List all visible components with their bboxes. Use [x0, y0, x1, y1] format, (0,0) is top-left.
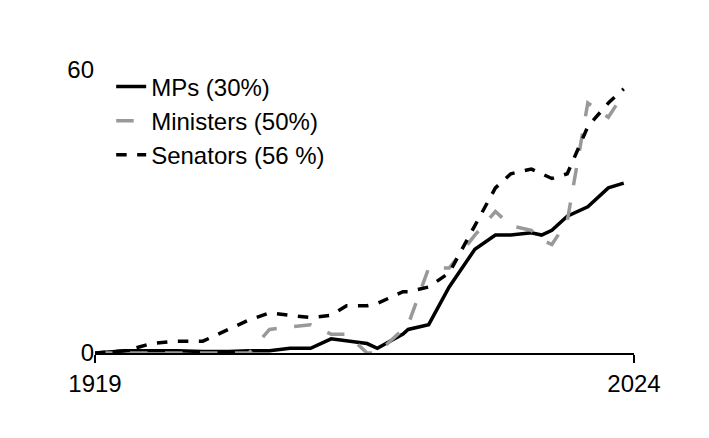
svg-text:MPs (30%): MPs (30%) [151, 74, 270, 101]
svg-text:1919: 1919 [68, 370, 121, 397]
svg-text:2024: 2024 [607, 370, 660, 397]
svg-text:60: 60 [67, 56, 94, 83]
svg-text:Ministers (50%): Ministers (50%) [151, 108, 318, 135]
svg-text:0: 0 [81, 339, 94, 366]
svg-text:Senators (56 %): Senators (56 %) [151, 142, 324, 169]
